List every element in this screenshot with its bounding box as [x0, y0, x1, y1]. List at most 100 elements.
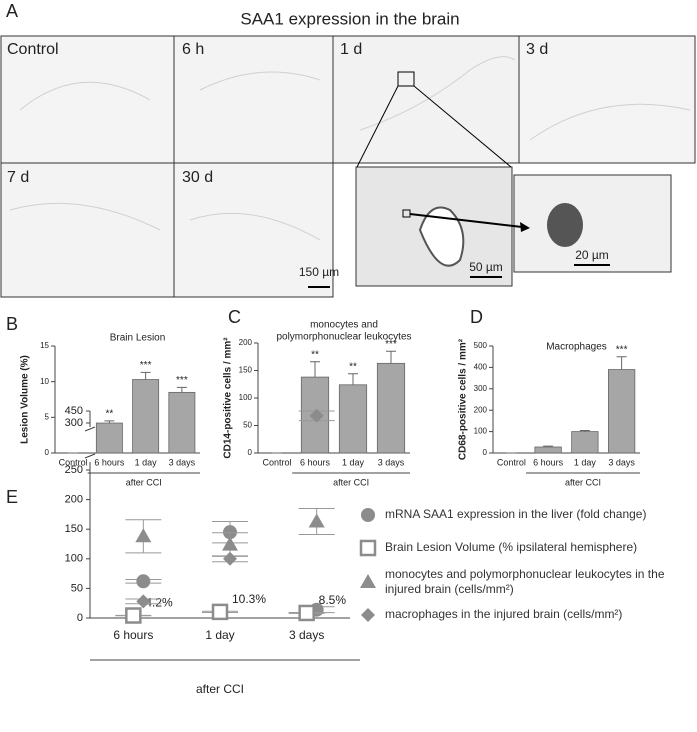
- tile-label: 30 d: [182, 169, 213, 186]
- panel-label: A: [6, 1, 18, 21]
- x-tick-label: 3 days: [608, 457, 635, 467]
- legend-marker: [359, 539, 377, 557]
- y-tick-label: 300: [474, 384, 488, 393]
- x-tick-label: 6 hours: [113, 628, 153, 642]
- legend-marker: [360, 574, 376, 588]
- significance: ***: [140, 360, 152, 371]
- significance: **: [105, 409, 113, 420]
- value-label: 10.3%: [232, 592, 266, 606]
- bar: [132, 379, 160, 454]
- tile-label: 3 d: [526, 41, 548, 58]
- marker: [125, 607, 142, 624]
- scale-bar-label: 150 µm: [299, 265, 339, 279]
- tissue-outline: [199, 71, 321, 91]
- tissue-outline: [359, 56, 516, 131]
- y-axis-label: CD68-positive cells / mm²: [458, 338, 469, 460]
- legend-label: Brain Lesion Volume (% ipsilateral hemis…: [385, 540, 638, 554]
- x-tick-label: 3 days: [289, 628, 324, 642]
- bar: [95, 422, 123, 454]
- image-texture: [9, 56, 691, 241]
- legend-entry: monocytes and polymorphonuclear leukocyt…: [385, 567, 665, 596]
- chart-title: polymorphonuclear leukocytes: [276, 332, 411, 343]
- value-label: 4.2%: [145, 596, 173, 610]
- y-tick-label: 300: [65, 417, 83, 429]
- chart-title: monocytes and: [310, 320, 378, 331]
- x-tick-label: 6 hours: [94, 457, 125, 467]
- zoom-box: [397, 71, 415, 87]
- error-bar: [616, 356, 627, 370]
- y-tick-label: 5: [45, 412, 50, 421]
- tissue-outline: [19, 81, 151, 111]
- y-tick-label: 200: [474, 405, 488, 414]
- marker: [136, 574, 151, 589]
- legend-entry: Brain Lesion Volume (% ipsilateral hemis…: [385, 540, 638, 554]
- bar: [607, 369, 636, 454]
- marker: [223, 551, 237, 566]
- marker: [222, 536, 238, 551]
- error-bar: [104, 420, 115, 424]
- x-tick-label: 1 day: [135, 457, 158, 467]
- legend-marker: [361, 508, 375, 522]
- axis-break: [84, 426, 96, 459]
- x-tick-label: 1 day: [205, 628, 234, 642]
- significance: **: [311, 349, 319, 360]
- figure-title: SAA1 expression in the brain: [240, 9, 459, 28]
- group-label: after CCI: [565, 477, 601, 487]
- arrow: [409, 213, 523, 228]
- legend-entry: macrophages in the injured brain (cells/…: [385, 607, 623, 621]
- bar: [571, 431, 599, 454]
- group-label: after CCI: [126, 477, 162, 487]
- x-tick-label: Control: [59, 457, 88, 467]
- significance: ***: [616, 344, 628, 355]
- chart-title: Macrophages: [546, 342, 607, 353]
- y-tick-label: 0: [248, 448, 253, 457]
- marker: [135, 528, 152, 543]
- group-label: after CCI: [333, 477, 369, 487]
- y-tick-label: 100: [65, 553, 83, 565]
- zoom-box: [402, 209, 411, 218]
- tile-label: 1 d: [340, 41, 362, 58]
- marker: [298, 604, 315, 622]
- tile-label: Control: [7, 41, 59, 58]
- tissue-outline: [529, 103, 691, 141]
- legend-label: monocytes and polymorphonuclear leukocyt…: [385, 567, 665, 596]
- zoom-line: [356, 85, 399, 168]
- legend-entry: mRNA SAA1 expression in the liver (fold …: [385, 507, 646, 521]
- error-bar: [348, 373, 358, 385]
- image-grid: [0, 35, 696, 298]
- y-tick-label: 0: [45, 448, 50, 457]
- micrograph-cell: [513, 174, 672, 273]
- micrograph: [0, 162, 175, 298]
- tissue-outline: [9, 202, 161, 231]
- error-bar: [310, 361, 320, 378]
- panel-label: D: [470, 307, 483, 327]
- x-tick-label: Control: [497, 457, 526, 467]
- tile-label: 6 h: [182, 41, 204, 58]
- legend-label: macrophages in the injured brain (cells/…: [385, 607, 623, 621]
- y-tick-label: 450: [65, 405, 83, 417]
- x-tick-label: 3 days: [169, 457, 196, 467]
- legend-marker: [361, 608, 375, 622]
- y-tick-label: 150: [239, 366, 253, 375]
- micrograph: [332, 35, 520, 164]
- y-tick-label: 100: [239, 393, 253, 402]
- error-bar: [140, 371, 151, 380]
- scale-bar-label: 20 µm: [575, 248, 609, 262]
- bar: [534, 446, 562, 454]
- micrograph: [173, 35, 334, 164]
- x-tick-label: 6 hours: [533, 457, 564, 467]
- x-tick-label: 1 day: [574, 457, 597, 467]
- zoom-line: [413, 85, 512, 168]
- y-tick-label: 250: [65, 464, 83, 476]
- y-tick-label: 50: [71, 582, 83, 594]
- tile-label: 7 d: [7, 169, 29, 186]
- value-label: 8.5%: [319, 593, 347, 607]
- y-tick-label: 15: [40, 341, 49, 350]
- bar: [376, 362, 406, 454]
- error-bar: [579, 430, 590, 432]
- micrograph: [0, 35, 175, 164]
- panel-label: E: [6, 487, 18, 507]
- y-tick-label: 100: [474, 427, 488, 436]
- arrow-head: [520, 222, 530, 232]
